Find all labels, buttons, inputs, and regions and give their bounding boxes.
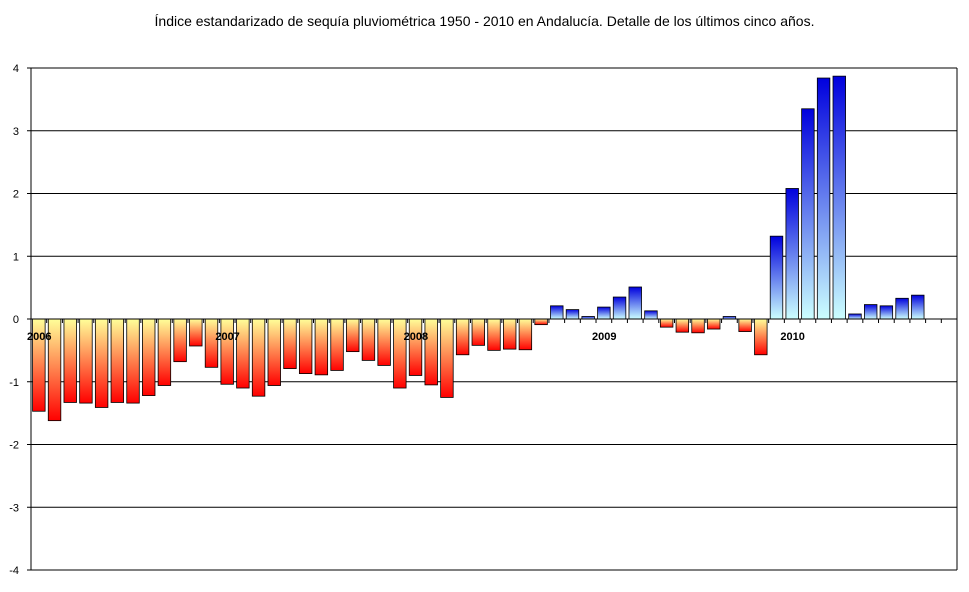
bar [283, 318, 297, 369]
bar [126, 318, 140, 404]
bar [612, 296, 627, 320]
bar [848, 313, 862, 320]
bar [142, 318, 156, 396]
bar [361, 318, 376, 361]
year-label: 2010 [780, 331, 804, 343]
bar [487, 318, 501, 351]
chart-title: Índice estandarizado de sequía pluviomét… [154, 13, 815, 29]
bar [675, 318, 690, 333]
bar [220, 318, 234, 385]
y-tick-label: 0 [13, 314, 19, 326]
bar [110, 318, 124, 403]
y-tick-label: 1 [13, 251, 19, 263]
bar [832, 75, 846, 320]
bar [534, 318, 548, 326]
y-tick-label: 4 [13, 63, 19, 75]
bar [518, 318, 533, 351]
bar [346, 318, 360, 353]
bar [503, 318, 517, 350]
y-tick-label: -1 [9, 377, 19, 389]
bar [754, 318, 768, 356]
bar [801, 108, 815, 320]
bar [173, 318, 187, 363]
year-label: 2006 [27, 331, 51, 343]
bar [189, 318, 203, 347]
bar [267, 318, 281, 386]
bar [424, 318, 438, 386]
bar [377, 318, 391, 366]
bar [79, 318, 93, 404]
bar [236, 318, 250, 389]
bar [911, 294, 925, 320]
bars [32, 75, 925, 422]
bar [644, 310, 658, 320]
bar [738, 318, 752, 332]
bar [550, 305, 564, 320]
year-label: 2009 [592, 331, 616, 343]
bar [879, 305, 894, 320]
bar [769, 235, 784, 320]
year-label: 2007 [215, 331, 239, 343]
bar [314, 318, 329, 376]
bar [455, 318, 470, 356]
y-tick-label: -4 [9, 565, 19, 577]
bar [440, 318, 454, 398]
bar [707, 318, 721, 330]
y-tick-label: -2 [9, 440, 19, 452]
bar [204, 318, 219, 368]
bar [816, 77, 831, 320]
bar [565, 309, 580, 320]
bar [251, 318, 266, 397]
bar [330, 318, 344, 371]
y-tick-label: 2 [13, 189, 19, 201]
bar [471, 318, 485, 346]
bar [785, 188, 799, 320]
bar [63, 318, 77, 403]
y-tick-label: 3 [13, 126, 19, 138]
bar [94, 318, 109, 408]
x-axis: 2006 2007 2008 2009 2010 [27, 318, 958, 343]
year-label: 2008 [404, 331, 428, 343]
bar [393, 318, 407, 389]
bar [157, 318, 172, 386]
bar [628, 286, 642, 320]
bar [895, 297, 909, 320]
bar [597, 306, 611, 320]
y-tick-label: -3 [9, 502, 19, 514]
bar [659, 318, 674, 328]
bar [864, 304, 878, 320]
bar [408, 318, 423, 376]
bar [691, 318, 705, 334]
bar [298, 318, 313, 374]
